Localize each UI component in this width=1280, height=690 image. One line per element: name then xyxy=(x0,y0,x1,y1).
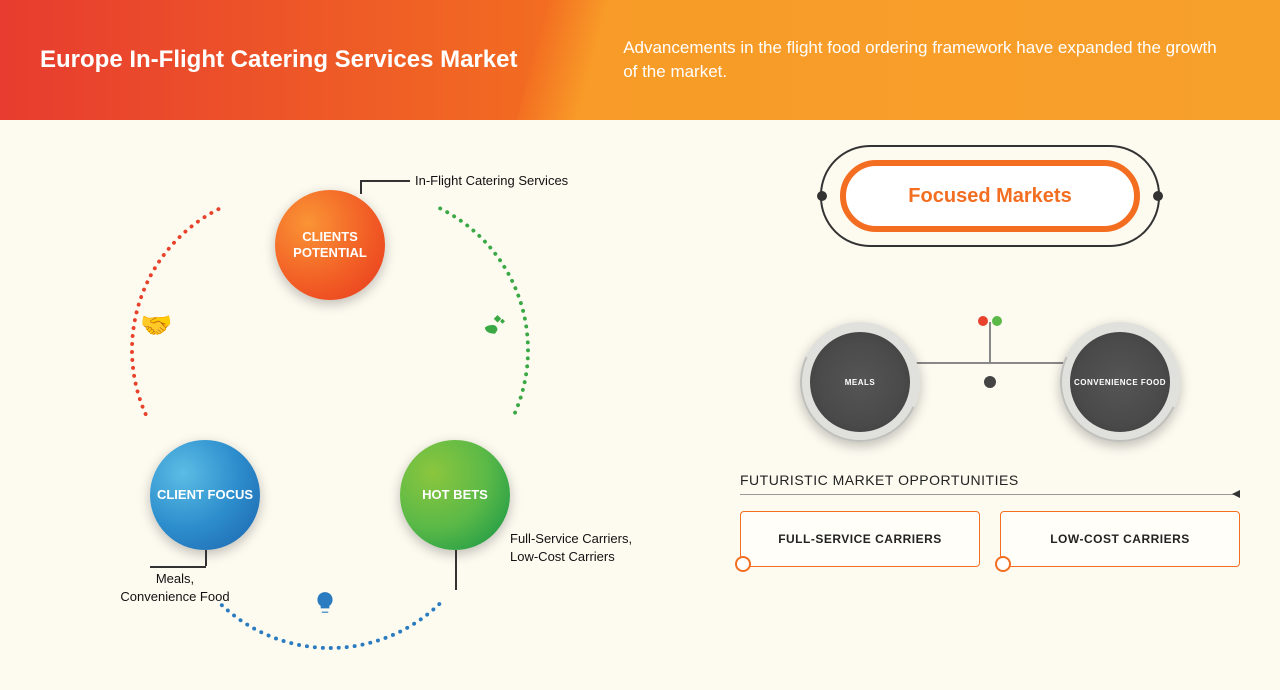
clients-potential-callout: In-Flight Catering Services xyxy=(415,172,568,190)
page-title: Europe In-Flight Catering Services Marke… xyxy=(40,45,517,75)
red-dot-icon xyxy=(978,316,988,326)
connector-line xyxy=(989,322,991,362)
green-dot-icon xyxy=(992,316,1002,326)
dot-icon xyxy=(984,376,996,388)
tree: MEALS CONVENIENCE FOOD xyxy=(740,322,1240,442)
page-subtitle: Advancements in the flight food ordering… xyxy=(623,36,1223,84)
node-hot-bets: HOT BETS xyxy=(400,440,510,550)
header-left: Europe In-Flight Catering Services Marke… xyxy=(0,0,563,120)
bulb-icon xyxy=(312,590,338,623)
hot-bets-callout: Full-Service Carriers, Low-Cost Carriers xyxy=(510,530,640,565)
fmo-card-low-cost: LOW-COST CARRIERS xyxy=(1000,511,1240,567)
client-focus-callout: Meals, Convenience Food xyxy=(120,570,230,605)
node-clients-potential: CLIENTS POTENTIAL xyxy=(275,190,385,300)
dice-icon xyxy=(480,310,510,347)
right-area: Focused Markets MEALS CONVENIENCE FOOD F… xyxy=(740,160,1240,567)
fmo-row: FULL-SERVICE CARRIERS LOW-COST CARRIERS xyxy=(740,511,1240,567)
content: 🤝 In-Flight Catering Services CLIENTS PO… xyxy=(0,120,1280,680)
gauge-meals: MEALS xyxy=(800,322,920,442)
header-right: Advancements in the flight food ordering… xyxy=(563,0,1280,120)
fmo-card-full-service: FULL-SERVICE CARRIERS xyxy=(740,511,980,567)
leader-line xyxy=(360,180,362,194)
gauge-convenience-food: CONVENIENCE FOOD xyxy=(1060,322,1180,442)
handshake-icon: 🤝 xyxy=(140,310,172,341)
dot-icon xyxy=(817,191,827,201)
circle-diagram: 🤝 In-Flight Catering Services CLIENTS PO… xyxy=(50,130,610,690)
leader-line xyxy=(150,566,206,568)
leader-line xyxy=(360,180,410,182)
fmo-section: FUTURISTIC MARKET OPPORTUNITIES FULL-SER… xyxy=(740,472,1240,567)
dot-icon xyxy=(1153,191,1163,201)
leader-line xyxy=(455,550,457,590)
fmo-title: FUTURISTIC MARKET OPPORTUNITIES xyxy=(740,472,1240,495)
header: Europe In-Flight Catering Services Marke… xyxy=(0,0,1280,120)
leader-line xyxy=(205,550,207,566)
focused-markets-box: Focused Markets xyxy=(840,160,1140,232)
node-client-focus: CLIENT FOCUS xyxy=(150,440,260,550)
